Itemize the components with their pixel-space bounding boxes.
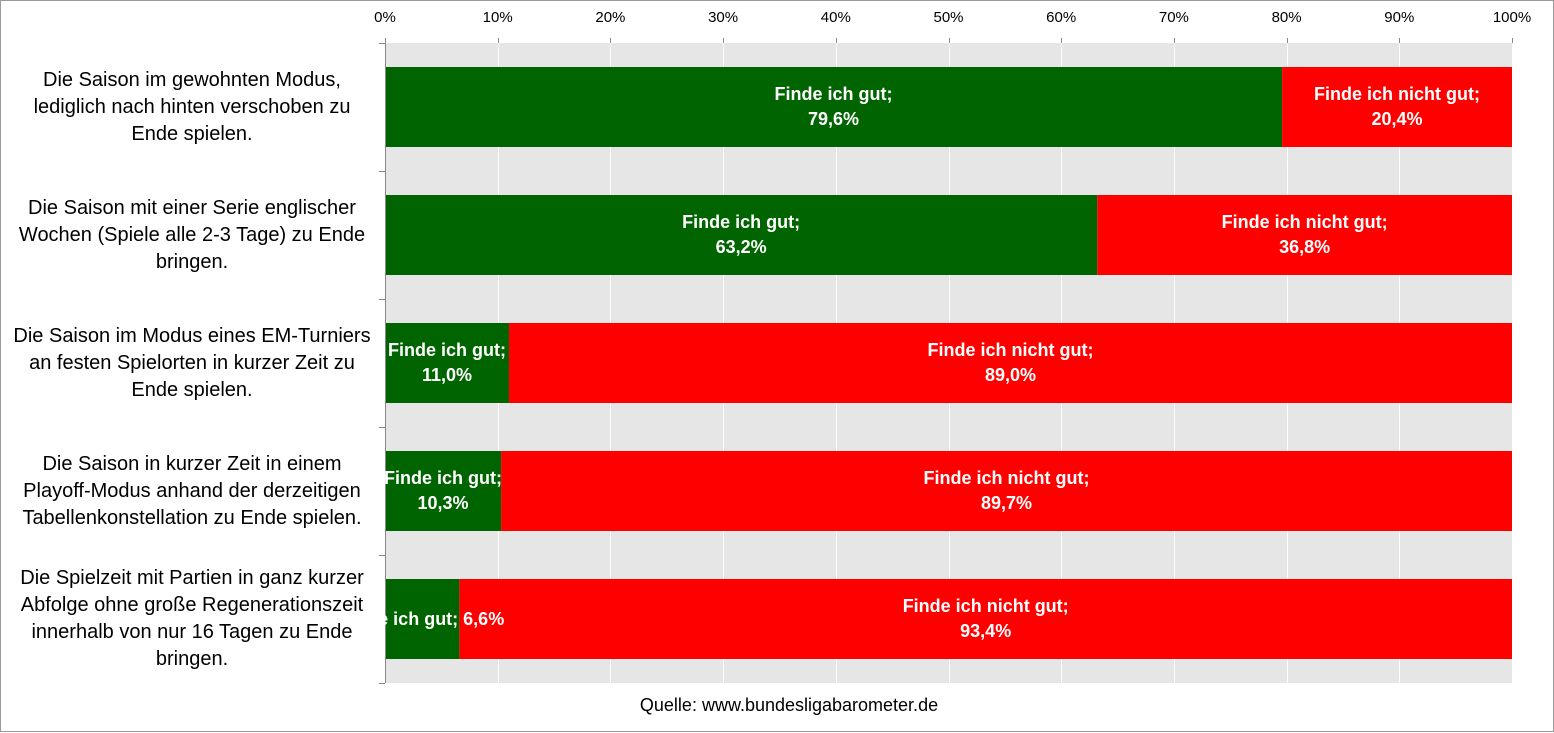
data-label-gut-2: Finde ich gut; 63,2% xyxy=(385,195,1097,275)
category-label-line: an festen Spielorten in kurzer Zeit zu xyxy=(29,351,355,374)
data-label-line: Finde ich gut; xyxy=(774,84,893,104)
data-label-nicht-gut-2: Finde ich nicht gut; 36,8% xyxy=(1097,195,1512,275)
category-label-line: lediglich nach hinten verschoben zu xyxy=(33,95,351,118)
data-label-line: Finde ich gut; xyxy=(387,340,506,360)
data-label-line: Finde ich nicht gut; xyxy=(923,468,1090,488)
bar-nicht-gut-3 xyxy=(508,323,1513,403)
bar-gut-5 xyxy=(385,579,460,659)
bar-nicht-gut-5 xyxy=(459,579,1513,659)
x-tick-label: 80% xyxy=(1271,9,1302,26)
bar-gut-2 xyxy=(385,195,1098,275)
x-tick-label: 100% xyxy=(1492,9,1532,26)
data-label-line: 20,4% xyxy=(1371,109,1423,129)
category-label-line: Playoff-Modus anhand der derzeitigen xyxy=(23,479,361,502)
source-note: Quelle: www.bundesligabarometer.de xyxy=(639,695,939,715)
data-label-line: 63,2% xyxy=(715,237,767,257)
data-label-gut-4: Finde ich gut; 10,3% xyxy=(384,451,503,531)
bar-gut-4 xyxy=(385,451,502,531)
category-label: Die Saison in kurzer Zeit in einem Playof… xyxy=(9,427,375,555)
category-label: Die Saison mit einer Serie englischer Woc… xyxy=(9,171,375,299)
x-tick-label: 60% xyxy=(1046,9,1077,26)
category-label-line: Die Spielzeit mit Partien in ganz kurzer xyxy=(20,567,364,589)
category-axis xyxy=(379,43,386,684)
data-label-nicht-gut-4: Finde ich nicht gut; 89,7% xyxy=(501,451,1512,531)
data-label-line: 89,7% xyxy=(981,493,1033,513)
bar-gut-3 xyxy=(385,323,509,403)
x-tick-label: 0% xyxy=(374,9,396,26)
bars xyxy=(385,67,1513,659)
category-label-line: Die Saison mit einer Serie englischer xyxy=(28,196,356,219)
data-label-line: Finde ich gut; xyxy=(682,212,801,232)
x-tick-label: 70% xyxy=(1158,9,1189,26)
data-label-line: 79,6% xyxy=(808,109,860,129)
x-tick-label: 30% xyxy=(708,9,739,26)
data-label-line: Finde ich nicht gut; xyxy=(1314,84,1481,104)
category-label-line: bringen. xyxy=(155,250,229,273)
category-label-line: innerhalb von nur 16 Tagen zu Ende xyxy=(31,621,353,643)
bar-gut-1 xyxy=(385,67,1283,147)
category-label: Die Saison im gewohnten Modus, lediglich … xyxy=(9,43,375,171)
bar-nicht-gut-1 xyxy=(1282,67,1512,147)
x-tick-label: 50% xyxy=(933,9,964,26)
bar-nicht-gut-2 xyxy=(1097,195,1512,275)
data-label-nicht-gut-3: Finde ich nicht gut; 89,0% xyxy=(509,323,1512,403)
data-label-line: 36,8% xyxy=(1279,237,1331,257)
x-tick-label: 10% xyxy=(482,9,513,26)
data-label-line: Finde ich gut; 6,6% xyxy=(340,608,505,629)
data-label-nicht-gut-1: Finde ich nicht gut; 20,4% xyxy=(1282,67,1512,147)
category-label-line: bringen. xyxy=(155,648,229,670)
data-label-gut-5: Finde ich gut; 6,6% xyxy=(340,579,504,659)
category-label-line: Die Saison im Modus eines EM-Turniers xyxy=(13,324,371,347)
data-label-line: 11,0% xyxy=(421,365,472,385)
category-label-line: Die Saison im gewohnten Modus, xyxy=(43,68,341,91)
bar-nicht-gut-4 xyxy=(501,451,1512,531)
category-label-line: Abfolge ohne große Regenerationszeit xyxy=(20,594,364,616)
data-label-line: 10,3% xyxy=(417,493,469,513)
category-label: Die Saison im Modus eines EM-Turniers an … xyxy=(9,299,375,427)
data-label-line: 93,4% xyxy=(960,621,1012,641)
data-label-line: Finde ich nicht gut; xyxy=(902,596,1069,616)
data-label-line: 89,0% xyxy=(984,365,1036,385)
category-label-line: Die Saison in kurzer Zeit in einem xyxy=(42,452,342,475)
data-label-gut-3: Finde ich gut; 11,0% xyxy=(385,323,509,403)
data-label-line: Finde ich gut; xyxy=(384,468,503,488)
x-tick-label: 40% xyxy=(820,9,851,26)
data-label-line: Finde ich nicht gut; xyxy=(927,340,1094,360)
category-label-line: Ende spielen. xyxy=(131,378,253,401)
category-label-line: Ende spielen. xyxy=(131,122,253,145)
data-label-line: Finde ich nicht gut; xyxy=(1221,212,1388,232)
category-label-line: Wochen (Spiele alle 2-3 Tage) zu Ende xyxy=(18,223,366,246)
data-label-gut-1: Finde ich gut; 79,6% xyxy=(385,67,1282,147)
data-label-nicht-gut-5: Finde ich nicht gut; 93,4% xyxy=(459,579,1512,659)
x-tick-label: 90% xyxy=(1384,9,1415,26)
x-tick-label: 20% xyxy=(595,9,626,26)
category-label-line: Tabellenkonstellation zu Ende spielen. xyxy=(22,506,362,529)
category-label: Die Spielzeit mit Partien in ganz kurzer… xyxy=(9,555,375,683)
